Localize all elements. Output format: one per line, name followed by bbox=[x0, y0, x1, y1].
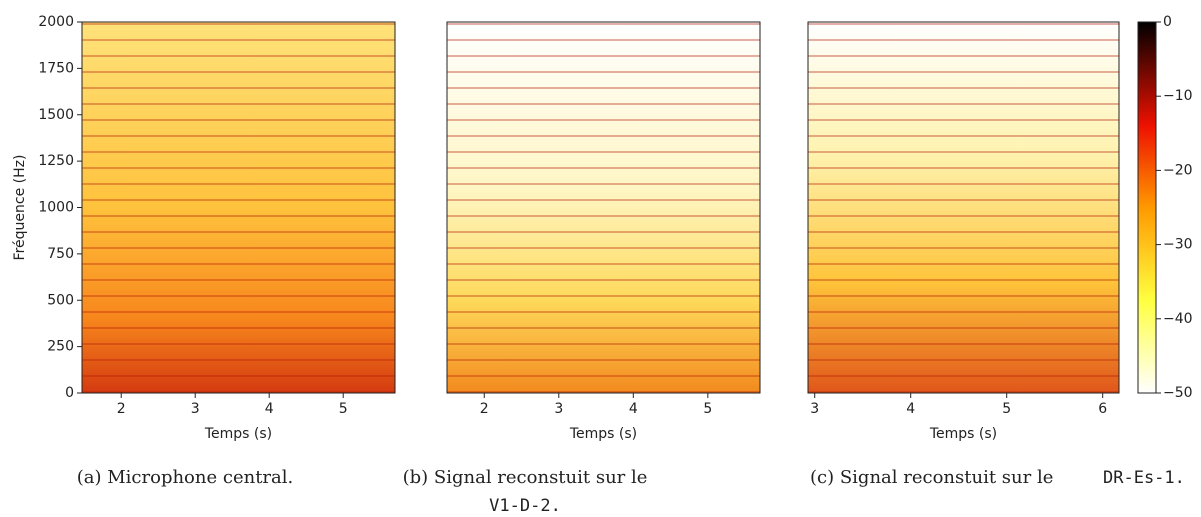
harmonics bbox=[82, 22, 395, 393]
y-tick-label: 2000 bbox=[38, 14, 74, 30]
y-tick-label: 1750 bbox=[38, 60, 74, 76]
colorbar-tick-label: −50 bbox=[1163, 385, 1193, 401]
x-tick-label: 5 bbox=[1002, 401, 1011, 417]
y-tick-label: 250 bbox=[47, 339, 74, 355]
plot-frame bbox=[807, 21, 1120, 394]
colorbar-tick-label: −30 bbox=[1163, 237, 1193, 253]
y-tick-label: 0 bbox=[65, 385, 74, 401]
x-tick-label: 5 bbox=[703, 401, 712, 417]
x-tick-label: 5 bbox=[339, 401, 348, 417]
y-tick-label: 500 bbox=[47, 292, 74, 308]
x-tick-label: 2 bbox=[117, 401, 126, 417]
caption: (b) Signal reconstuit sur le bbox=[403, 467, 648, 488]
x-tick-label: 6 bbox=[1098, 401, 1107, 417]
harmonics bbox=[447, 22, 760, 393]
x-axis-label: Temps (s) bbox=[569, 426, 637, 442]
x-axis-label: Temps (s) bbox=[204, 426, 272, 442]
caption: (a) Microphone central. bbox=[77, 467, 294, 488]
plot-frame bbox=[446, 21, 761, 394]
x-tick-label: 4 bbox=[265, 401, 274, 417]
y-tick-label: 1000 bbox=[38, 200, 74, 216]
x-tick-label: 4 bbox=[629, 401, 638, 417]
colorbar bbox=[1137, 21, 1157, 394]
x-tick-label: 3 bbox=[191, 401, 200, 417]
colorbar-tick-label: 0 bbox=[1163, 14, 1172, 30]
y-tick-label: 750 bbox=[47, 246, 74, 262]
harmonics bbox=[808, 22, 1119, 393]
caption-code: V1-D-2. bbox=[489, 496, 561, 516]
y-axis-label: Fréquence (Hz) bbox=[12, 155, 28, 261]
y-tick-label: 1500 bbox=[38, 107, 74, 123]
caption-code: DR-Es-1. bbox=[1103, 468, 1185, 488]
colorbar-tick-label: −10 bbox=[1163, 88, 1193, 104]
colorbar-tick-label: −40 bbox=[1163, 311, 1193, 327]
x-axis-label: Temps (s) bbox=[929, 426, 997, 442]
x-tick-label: 4 bbox=[906, 401, 915, 417]
x-tick-label: 3 bbox=[810, 401, 819, 417]
x-tick-label: 3 bbox=[554, 401, 563, 417]
caption: (c) Signal reconstuit sur le bbox=[810, 467, 1053, 488]
y-tick-label: 1250 bbox=[38, 153, 74, 169]
x-tick-label: 2 bbox=[480, 401, 489, 417]
colorbar-tick-label: −20 bbox=[1163, 162, 1193, 178]
